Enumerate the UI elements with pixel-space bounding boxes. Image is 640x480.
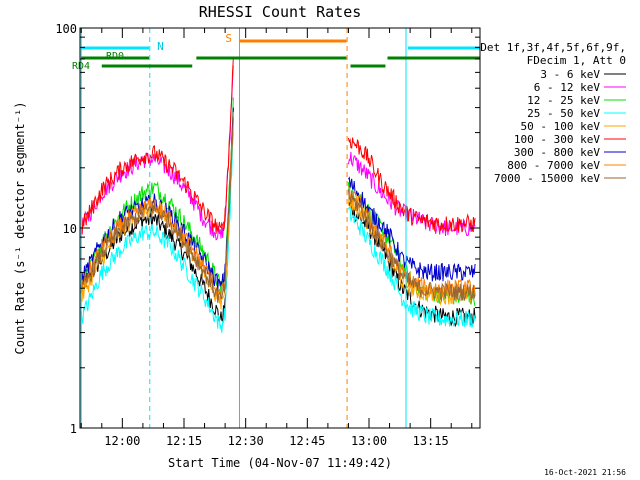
- y-axis-label: Count Rate (s⁻¹ detector segment⁻¹): [13, 102, 27, 355]
- x-axis-label: Start Time (04-Nov-07 11:49:42): [168, 456, 392, 470]
- legend-header-line-1: Det 1f,3f,4f,5f,6f,9f,: [480, 41, 626, 54]
- plot-area: N S RD0 RD4 1 10 100 12:00 12:15 12:30 12:45 13:00 1…: [55, 22, 481, 448]
- series-line-25-to-50kev-segment-1: [80, 132, 234, 333]
- chart-title: RHESSI Count Rates: [199, 3, 362, 21]
- x-tick-label-1215: 12:15: [166, 434, 202, 448]
- rd0-label: RD0: [106, 51, 124, 62]
- x-tick-label-1230: 12:30: [228, 434, 264, 448]
- legend-label-5: 50 - 100 keV: [521, 120, 601, 133]
- y-tick-label-10: 10: [63, 222, 77, 236]
- rd4-label: RD4: [72, 61, 90, 72]
- legend-label-1: 3 - 6 keV: [540, 68, 600, 81]
- legend-label-6: 100 - 300 keV: [514, 133, 600, 146]
- x-tick-label-1315: 13:15: [413, 434, 449, 448]
- x-tick-label-1245: 12:45: [289, 434, 325, 448]
- night-label: N: [157, 40, 164, 53]
- legend-label-7: 300 - 800 keV: [514, 146, 600, 159]
- y-tick-label-100: 100: [55, 22, 77, 36]
- y-tick-label-1: 1: [70, 422, 77, 436]
- series-line-100-to-300kev-segment-2: [347, 137, 476, 233]
- legend-label-3: 12 - 25 keV: [527, 94, 600, 107]
- generated-timestamp: 16-Oct-2021 21:56: [544, 468, 626, 477]
- series-line-300-to-800kev-segment-2: [347, 176, 476, 282]
- legend-label-9: 7000 - 15000 keV: [494, 172, 600, 185]
- series-line-25-to-50kev-segment-2: [347, 204, 476, 328]
- x-tick-label-1300: 13:00: [351, 434, 387, 448]
- legend-label-4: 25 - 50 keV: [527, 107, 600, 120]
- series-line-7000-to-15000kev-segment-1: [80, 116, 234, 303]
- saa-label: S: [225, 32, 232, 45]
- series-line-3-to-6kev-segment-1: [80, 107, 234, 324]
- legend-label-2: 6 - 12 keV: [534, 81, 601, 94]
- legend-label-8: 800 - 7000 keV: [507, 159, 600, 172]
- x-tick-label-1200: 12:00: [104, 434, 140, 448]
- series-line-12-to-25kev-segment-1: [80, 97, 234, 294]
- series-line-100-to-300kev-segment-1: [80, 58, 234, 235]
- series-line-7000-to-15000kev-segment-2: [347, 189, 476, 302]
- legend-header-line-2: FDecim 1, Att 0: [527, 54, 626, 67]
